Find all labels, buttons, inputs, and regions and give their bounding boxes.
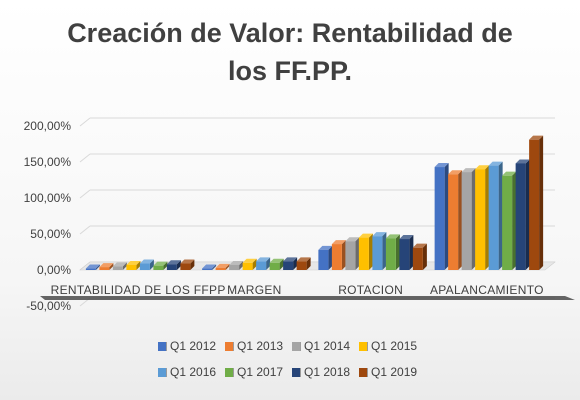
- bar: [399, 235, 414, 270]
- legend-swatch: [225, 341, 233, 351]
- legend-item: Q1 2017: [225, 359, 292, 385]
- legend-item: Q1 2015: [359, 333, 426, 359]
- bar: [229, 260, 244, 270]
- category-label: RENTABILIDAD DE LOS FFPP: [51, 283, 226, 297]
- chart-title-line-2: los FF.PP.: [227, 56, 353, 86]
- bar: [242, 258, 257, 270]
- bar: [180, 259, 195, 270]
- bar: [126, 260, 141, 270]
- bar-layer: [85, 135, 544, 270]
- legend-item: Q1 2012: [158, 333, 225, 359]
- legend-item: Q1 2013: [225, 333, 292, 359]
- bar: [283, 257, 298, 270]
- legend-swatch: [158, 341, 166, 351]
- gridline-diag: [79, 225, 91, 235]
- legend-label: Q1 2013: [237, 339, 284, 353]
- y-tick-label: 200,00%: [24, 119, 72, 133]
- legend-item: Q1 2019: [359, 359, 426, 385]
- bar: [372, 232, 387, 270]
- bar: [515, 159, 530, 270]
- legend-item: Q1 2016: [158, 359, 225, 385]
- gridline-diag: [79, 189, 91, 199]
- chart-title: Creación de Valor: Rentabilidad de los F…: [0, 14, 580, 90]
- y-axis-ticks: -50,00% 0,00% 50,00% 100,00% 150,00% 200,00%: [24, 119, 72, 313]
- bar: [296, 257, 311, 270]
- legend: Q1 2012 Q1 2013 Q1 2014 Q1 2015 Q1 2016 Q1 20…: [158, 333, 428, 385]
- y-tick-label: 100,00%: [24, 191, 72, 205]
- bar: [256, 257, 271, 270]
- x-axis-categories: RENTABILIDAD DE LOS FFPP MARGEN ROTACION AP…: [51, 283, 544, 297]
- legend-label: Q1 2015: [371, 339, 418, 353]
- bar: [85, 264, 100, 270]
- legend-swatch: [359, 367, 367, 377]
- legend-label: Q1 2016: [170, 365, 217, 379]
- bar: [502, 171, 517, 270]
- bar: [112, 262, 127, 270]
- y-tick-label: -50,00%: [26, 299, 71, 313]
- y-tick-label: 0,00%: [37, 263, 71, 277]
- bar: [139, 259, 154, 270]
- bar: [358, 233, 373, 270]
- bar: [202, 264, 217, 270]
- bar: [461, 168, 476, 270]
- legend-label: Q1 2017: [237, 365, 284, 379]
- bar: [99, 263, 114, 270]
- legend-label: Q1 2012: [170, 339, 217, 353]
- bar: [529, 135, 544, 270]
- bar: [448, 170, 463, 270]
- legend-swatch: [292, 341, 300, 351]
- bar: [475, 165, 490, 270]
- legend-label: Q1 2018: [304, 365, 351, 379]
- bar: [345, 237, 360, 270]
- bar: [488, 161, 503, 270]
- y-tick-label: 150,00%: [24, 155, 72, 169]
- legend-item: Q1 2018: [292, 359, 359, 385]
- legend-swatch: [292, 367, 300, 377]
- bar: [269, 258, 284, 270]
- bar: [153, 261, 168, 270]
- bar: [331, 240, 346, 270]
- legend-item: Q1 2014: [292, 333, 359, 359]
- floor-edge: [40, 296, 575, 300]
- category-label: APALANCAMIENTO: [430, 283, 544, 297]
- legend-label: Q1 2019: [371, 365, 418, 379]
- legend-label: Q1 2014: [304, 339, 351, 353]
- bar: [166, 260, 181, 270]
- bar: [385, 234, 400, 270]
- category-label: MARGEN: [227, 283, 281, 297]
- chart-title-line-1: Creación de Valor: Rentabilidad de: [67, 18, 513, 48]
- bar: [318, 245, 333, 270]
- bar: [434, 163, 449, 270]
- gridline-diag: [79, 153, 91, 163]
- legend-swatch: [359, 341, 367, 351]
- legend-swatch: [225, 367, 233, 377]
- y-tick-label: 50,00%: [30, 227, 71, 241]
- bar: [412, 243, 427, 270]
- category-label: ROTACION: [338, 283, 403, 297]
- gridline-diag: [79, 117, 91, 127]
- bar: [215, 263, 230, 270]
- legend-swatch: [158, 367, 166, 377]
